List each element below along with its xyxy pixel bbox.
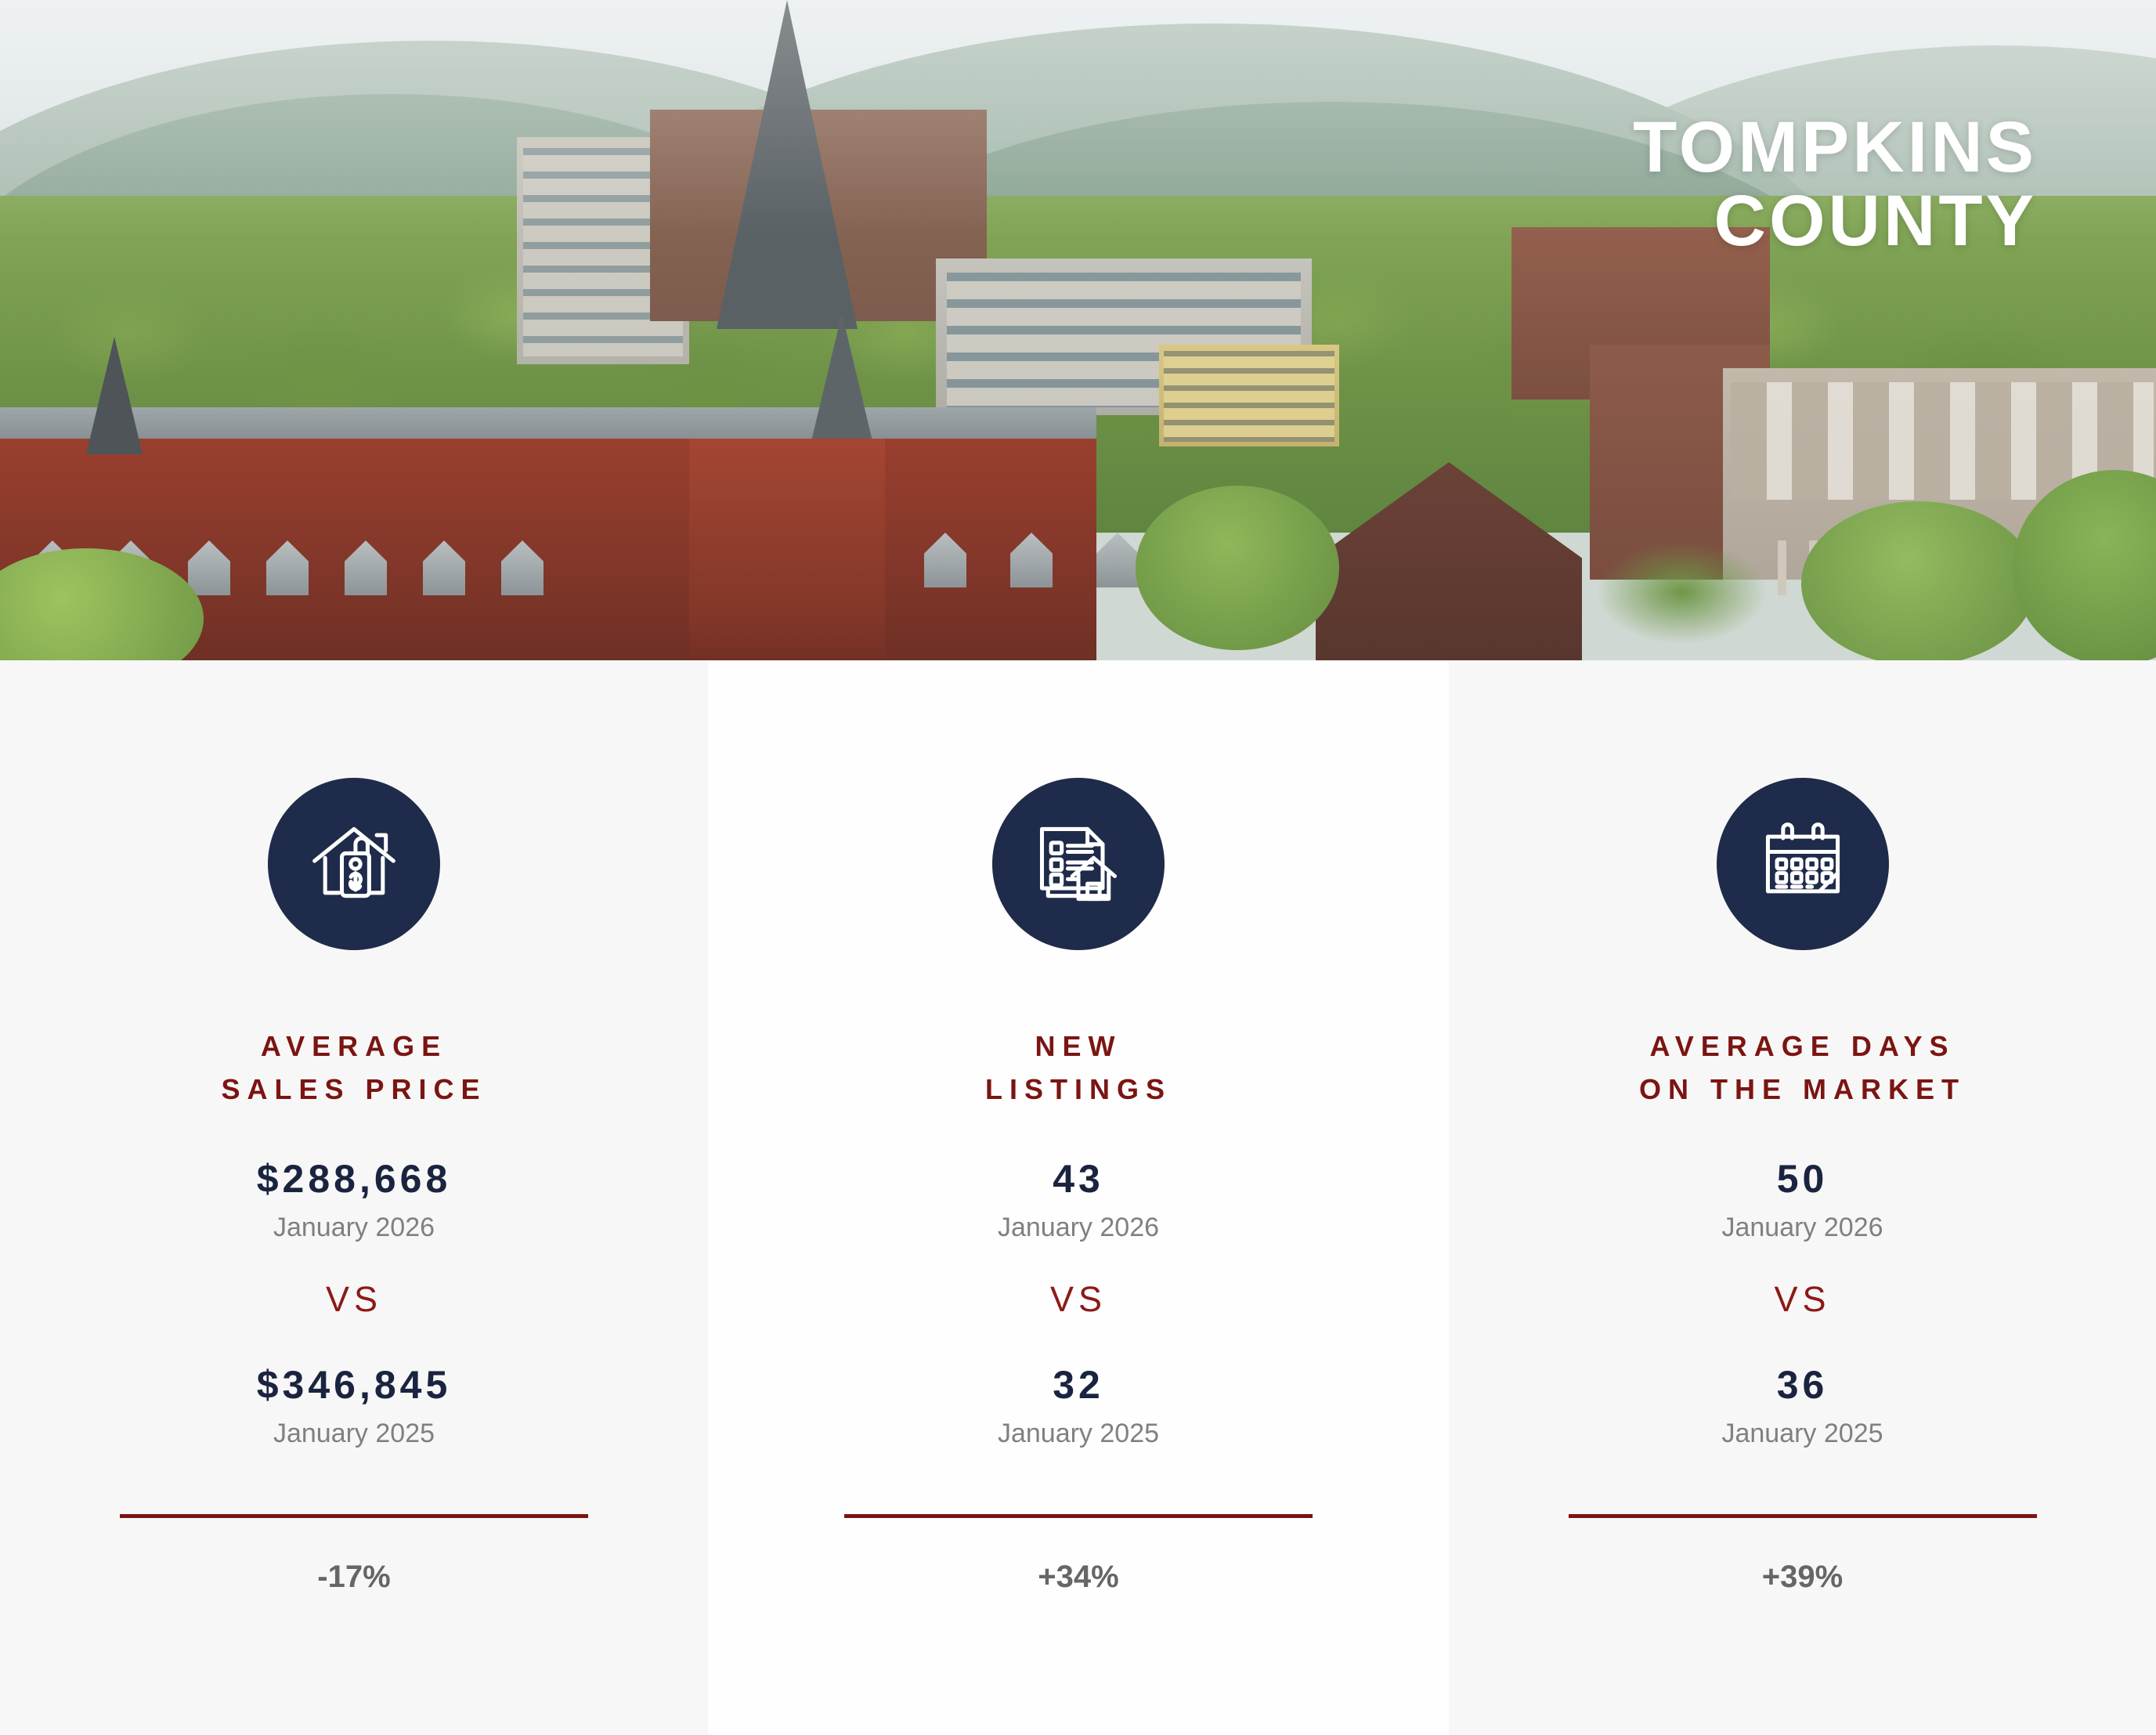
stat-change-percent: -17%	[317, 1560, 391, 1595]
stat-prior-period: January 2025	[273, 1419, 435, 1449]
stats-row: AVERAGE SALES PRICE $288,668 January 202…	[0, 660, 2156, 1735]
divider	[120, 1514, 588, 1519]
divider	[1568, 1514, 2037, 1519]
stat-vs-separator: VS	[1049, 1279, 1107, 1320]
stat-card-new-listings: NEW LISTINGS 43 January 2026 VS 32 Janua…	[708, 660, 1449, 1735]
clock-tower	[689, 439, 885, 660]
stat-current-period: January 2026	[1721, 1213, 1883, 1243]
stat-vs-separator: VS	[1774, 1279, 1831, 1320]
stat-current-period: January 2026	[997, 1213, 1160, 1243]
stat-prior-value: 36	[1776, 1363, 1829, 1408]
hero-banner: TOMPKINS COUNTY	[0, 0, 2156, 660]
yellow-building	[1159, 345, 1339, 446]
spire	[86, 337, 143, 454]
stat-card-average-sales-price: AVERAGE SALES PRICE $288,668 January 202…	[0, 660, 708, 1735]
stat-change-percent: +34%	[1038, 1560, 1119, 1595]
page-title: TOMPKINS COUNTY	[1633, 107, 2037, 261]
hero-photo-campus-aerial	[0, 0, 2156, 660]
stat-change-percent: +39%	[1761, 1560, 1844, 1595]
tower-spire	[717, 0, 858, 329]
house-price-tag-icon	[268, 778, 440, 950]
calendar-icon	[1716, 778, 1889, 950]
listing-document-house-icon	[992, 778, 1165, 950]
stat-prior-value: $346,845	[256, 1363, 452, 1408]
stat-current-value: 50	[1776, 1157, 1829, 1202]
tree	[1136, 486, 1339, 650]
divider	[844, 1514, 1313, 1519]
stat-card-label: AVERAGE DAYS ON THE MARKET	[1639, 1030, 1966, 1105]
stat-prior-period: January 2025	[997, 1419, 1160, 1449]
stat-prior-period: January 2025	[1721, 1419, 1883, 1449]
stat-card-average-days-on-market: AVERAGE DAYS ON THE MARKET 50 January 20…	[1449, 660, 2156, 1735]
stat-current-value: 43	[1053, 1157, 1104, 1202]
tree	[1801, 501, 2036, 660]
stat-card-label: NEW LISTINGS	[984, 1030, 1172, 1105]
stat-current-period: January 2026	[273, 1213, 435, 1243]
stat-prior-value: 32	[1053, 1363, 1104, 1408]
stat-current-value: $288,668	[256, 1157, 452, 1202]
stat-vs-separator: VS	[325, 1279, 383, 1320]
atmospheric-haze	[0, 0, 2156, 660]
stat-card-label: AVERAGE SALES PRICE	[221, 1030, 487, 1105]
